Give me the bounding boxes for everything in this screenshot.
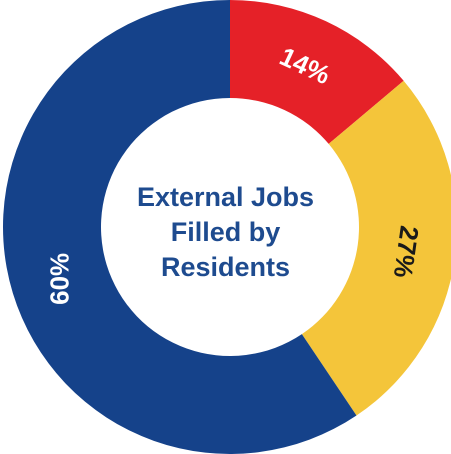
chart-title: External Jobs Filled by Residents	[110, 180, 341, 285]
chart-title-line-1: External Jobs	[136, 182, 315, 212]
slice-label-blue: 60%	[45, 253, 75, 305]
chart-title-line-2: Filled by	[170, 217, 281, 247]
slice-label-yellow: 27%	[388, 224, 425, 280]
slice-blue	[2, 0, 357, 454]
chart-title-line-3: Residents	[160, 252, 291, 282]
slice-yellow	[301, 80, 451, 416]
slice-red	[230, 0, 404, 144]
donut-hole	[101, 98, 359, 356]
